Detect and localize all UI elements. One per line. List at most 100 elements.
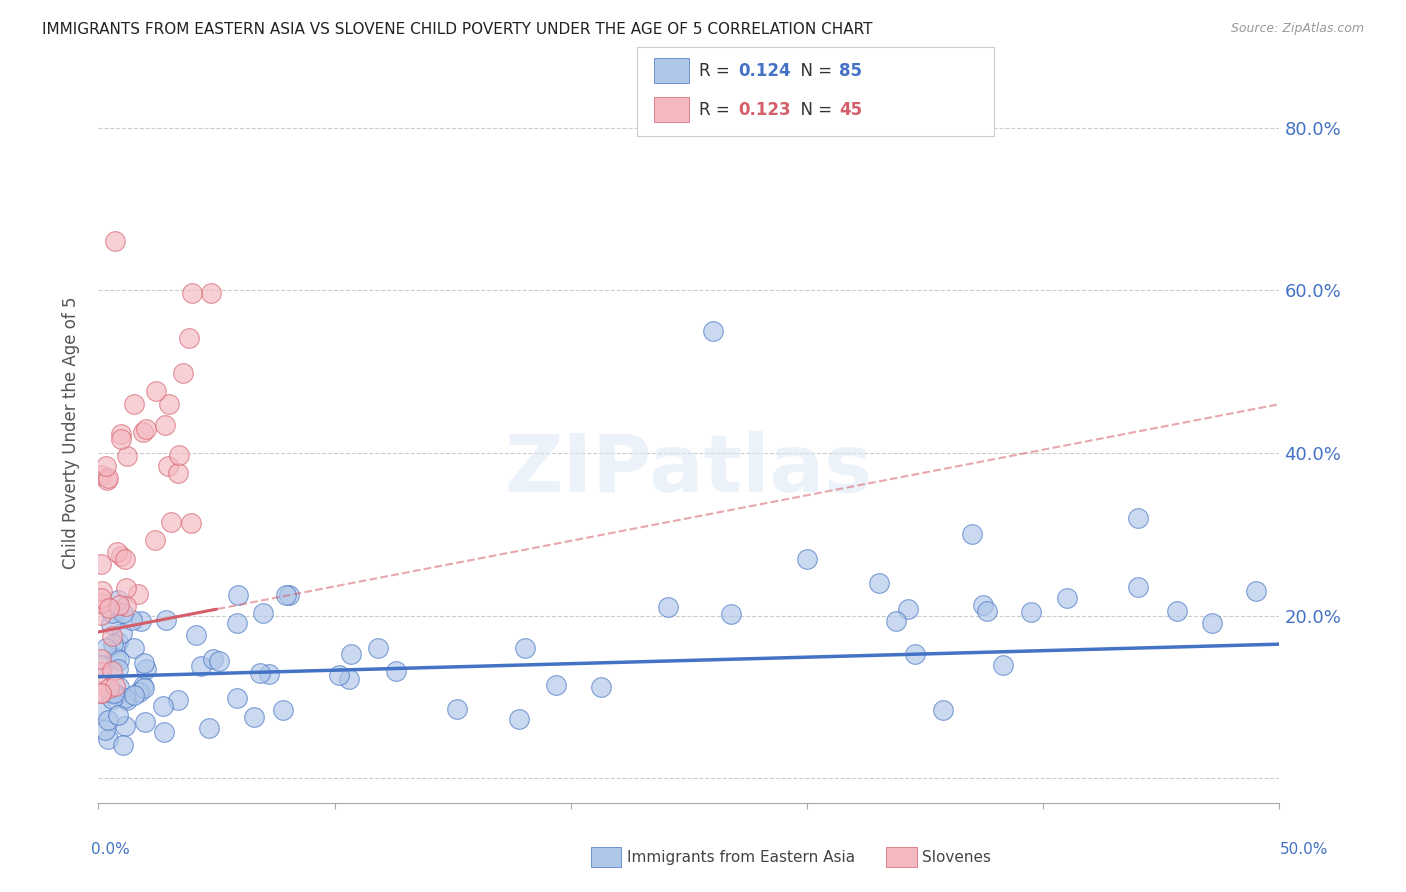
Point — [94, 640, 117, 655]
Point — [242, 710, 264, 724]
Point — [172, 366, 194, 380]
Text: 0.123: 0.123 — [738, 101, 790, 119]
Text: 50.0%: 50.0% — [1281, 842, 1329, 856]
Point — [962, 527, 984, 541]
Point — [180, 516, 202, 531]
Point — [127, 586, 149, 600]
Point — [91, 584, 114, 599]
Point — [90, 607, 112, 622]
Point — [145, 384, 167, 398]
Point — [153, 417, 176, 432]
Point — [114, 551, 136, 566]
Point — [179, 331, 201, 345]
Point — [108, 680, 131, 694]
Point — [101, 692, 124, 706]
Point — [273, 702, 295, 716]
Text: 0.124: 0.124 — [738, 62, 790, 79]
Point — [589, 680, 612, 694]
Point — [167, 448, 190, 462]
Text: N =: N = — [790, 62, 838, 79]
Point — [107, 593, 129, 607]
Point — [115, 693, 138, 707]
Text: 85: 85 — [839, 62, 862, 79]
Point — [90, 591, 112, 606]
Text: Source: ZipAtlas.com: Source: ZipAtlas.com — [1230, 22, 1364, 36]
Point — [152, 698, 174, 713]
Point — [156, 458, 179, 473]
Point — [122, 640, 145, 655]
Point — [367, 641, 389, 656]
Point — [897, 602, 920, 616]
Point — [135, 662, 157, 676]
Text: 0.0%: 0.0% — [91, 842, 131, 856]
Text: IMMIGRANTS FROM EASTERN ASIA VS SLOVENE CHILD POVERTY UNDER THE AGE OF 5 CORRELA: IMMIGRANTS FROM EASTERN ASIA VS SLOVENE … — [42, 22, 873, 37]
Text: Immigrants from Eastern Asia: Immigrants from Eastern Asia — [627, 850, 855, 864]
Point — [132, 657, 155, 671]
Point — [90, 686, 112, 700]
Point — [97, 714, 120, 728]
Point — [110, 426, 132, 441]
Point — [180, 285, 202, 300]
Point — [257, 667, 280, 681]
Point — [869, 576, 891, 591]
Point — [328, 668, 350, 682]
Point — [508, 712, 530, 726]
Point — [104, 235, 127, 249]
Point — [159, 515, 181, 529]
Point — [96, 473, 118, 487]
Point — [129, 614, 152, 628]
Point — [100, 617, 122, 632]
Point — [143, 533, 166, 547]
Point — [1244, 584, 1267, 599]
Point — [976, 604, 998, 618]
Point — [201, 652, 224, 666]
Point — [111, 738, 134, 752]
Point — [115, 449, 138, 463]
Point — [135, 421, 157, 435]
Point — [110, 549, 132, 564]
Point — [96, 458, 118, 473]
Point — [190, 659, 212, 673]
Point — [1166, 604, 1188, 618]
Point — [132, 425, 155, 440]
Text: R =: R = — [699, 62, 735, 79]
Point — [97, 681, 120, 696]
Point — [96, 732, 118, 747]
Point — [90, 468, 112, 483]
Point — [90, 665, 112, 680]
Point — [657, 599, 679, 614]
Point — [100, 606, 122, 620]
Point — [105, 688, 128, 702]
Point — [1019, 605, 1042, 619]
Point — [98, 686, 121, 700]
Point — [166, 693, 188, 707]
Point — [152, 725, 174, 739]
Point — [108, 598, 131, 612]
Point — [228, 588, 250, 602]
Point — [115, 581, 138, 595]
Point — [200, 285, 222, 300]
Point — [128, 685, 150, 699]
Point — [155, 613, 177, 627]
Point — [932, 703, 955, 717]
Point — [513, 641, 536, 656]
Point — [110, 432, 132, 446]
Point — [277, 588, 299, 602]
Point — [90, 557, 112, 571]
Point — [90, 596, 112, 610]
Point — [90, 651, 112, 665]
Point — [90, 686, 112, 700]
Text: 45: 45 — [839, 101, 862, 119]
Text: ZIPatlas: ZIPatlas — [505, 431, 873, 508]
Text: Slovenes: Slovenes — [922, 850, 991, 864]
Point — [337, 673, 360, 687]
Point — [274, 588, 297, 602]
Point — [107, 653, 129, 667]
Point — [122, 397, 145, 411]
Point — [546, 678, 568, 692]
Point — [340, 647, 363, 661]
Point — [90, 657, 112, 672]
Point — [112, 606, 135, 620]
Point — [105, 651, 128, 665]
Point — [720, 607, 742, 621]
